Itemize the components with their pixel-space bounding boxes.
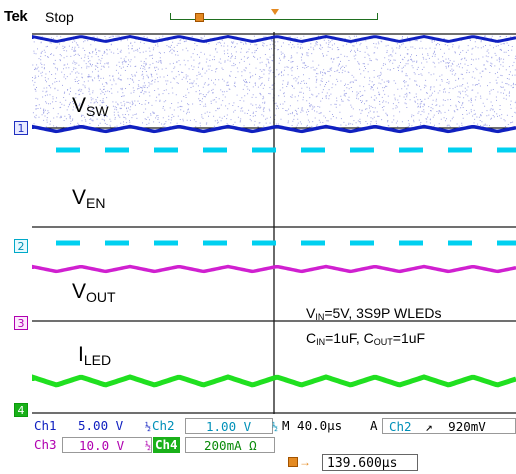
ch3-scale[interactable]: 10.0 V [62, 437, 152, 453]
ch2-name[interactable]: Ch2 [152, 418, 175, 433]
trigger-settings[interactable]: Ch2 ↗ 920mV [382, 418, 516, 434]
iled-trace [32, 374, 516, 388]
vout-trace [32, 264, 516, 274]
ch2-scale[interactable]: 1.00 V [185, 418, 273, 434]
ch1-bw-icon: ½ [145, 422, 152, 433]
horizontal-position[interactable]: 139.600µs [322, 454, 418, 471]
condition-line-1: VIN=5V, 3S9P WLEDs [306, 305, 442, 322]
brand-logo: Tek [4, 8, 28, 25]
ch4-name[interactable]: Ch4 [153, 437, 180, 453]
vsw-bottom-envelope [32, 124, 516, 134]
record-bar [170, 13, 378, 20]
trigger-level: 920mV [448, 419, 486, 434]
trigger-position-marker [271, 9, 279, 15]
vsw-top-envelope [32, 34, 516, 43]
timebase[interactable]: M 40.0µs [282, 418, 343, 433]
ch1-scale[interactable]: 5.00 V [78, 418, 124, 433]
scope-header: Tek Stop [0, 0, 516, 28]
ch4-ground-marker[interactable]: 4 [14, 403, 28, 417]
acquisition-state: Stop [45, 9, 74, 25]
vout-label: VOUT [72, 280, 116, 305]
trigger-mode: A [370, 418, 378, 433]
record-view-marker [195, 13, 204, 22]
ch1-name[interactable]: Ch1 [34, 418, 57, 433]
trigger-source: Ch2 [389, 419, 412, 434]
arrow-right-icon: → [299, 455, 311, 469]
ch2-bw-icon: ½ [272, 422, 279, 433]
ch3-ground-marker[interactable]: 3 [14, 316, 28, 330]
ch3-name[interactable]: Ch3 [34, 437, 57, 452]
waveform-plot [32, 32, 516, 414]
ch3-bw-icon: ½ [145, 441, 152, 452]
info-row-2: Ch3 10.0 V ½ Ch4 200mA Ω [0, 437, 516, 455]
vsw-label: VSW [72, 94, 109, 119]
waveform-screen: VSW VEN VOUT ILED VIN=5V, 3S9P WLEDs CIN… [32, 32, 516, 414]
rising-edge-icon: ↗ [425, 419, 433, 434]
condition-line-2: CIN=1uF, COUT=1uF [306, 330, 426, 347]
horizontal-position-icon [288, 457, 298, 467]
ch2-ground-marker[interactable]: 2 [14, 239, 28, 253]
iled-label: ILED [78, 343, 112, 368]
switching-noise-fill [32, 35, 516, 129]
ven-label: VEN [72, 186, 106, 211]
ch4-scale[interactable]: 200mA Ω [185, 437, 275, 453]
info-row-1: Ch1 5.00 V ½ Ch2 1.00 V ½ M 40.0µs A Ch2… [0, 418, 516, 436]
ch1-ground-marker[interactable]: 1 [14, 121, 28, 135]
